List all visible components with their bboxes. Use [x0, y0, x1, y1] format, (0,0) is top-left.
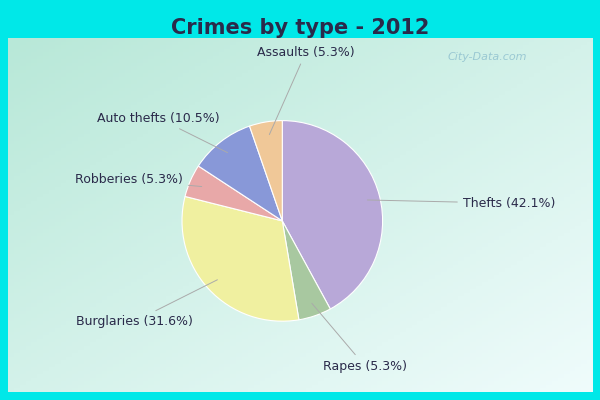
Wedge shape [283, 221, 330, 320]
Text: City-Data.com: City-Data.com [447, 52, 527, 62]
Text: Crimes by type - 2012: Crimes by type - 2012 [171, 18, 429, 38]
Text: Burglaries (31.6%): Burglaries (31.6%) [76, 280, 217, 328]
Wedge shape [199, 126, 283, 221]
Wedge shape [182, 196, 299, 321]
Wedge shape [185, 166, 283, 221]
Text: Robberies (5.3%): Robberies (5.3%) [75, 173, 202, 186]
Wedge shape [282, 121, 383, 309]
Text: Auto thefts (10.5%): Auto thefts (10.5%) [97, 112, 227, 153]
Text: Rapes (5.3%): Rapes (5.3%) [312, 303, 407, 372]
Text: Thefts (42.1%): Thefts (42.1%) [367, 197, 555, 210]
Text: Assaults (5.3%): Assaults (5.3%) [257, 46, 355, 134]
Wedge shape [250, 121, 283, 221]
